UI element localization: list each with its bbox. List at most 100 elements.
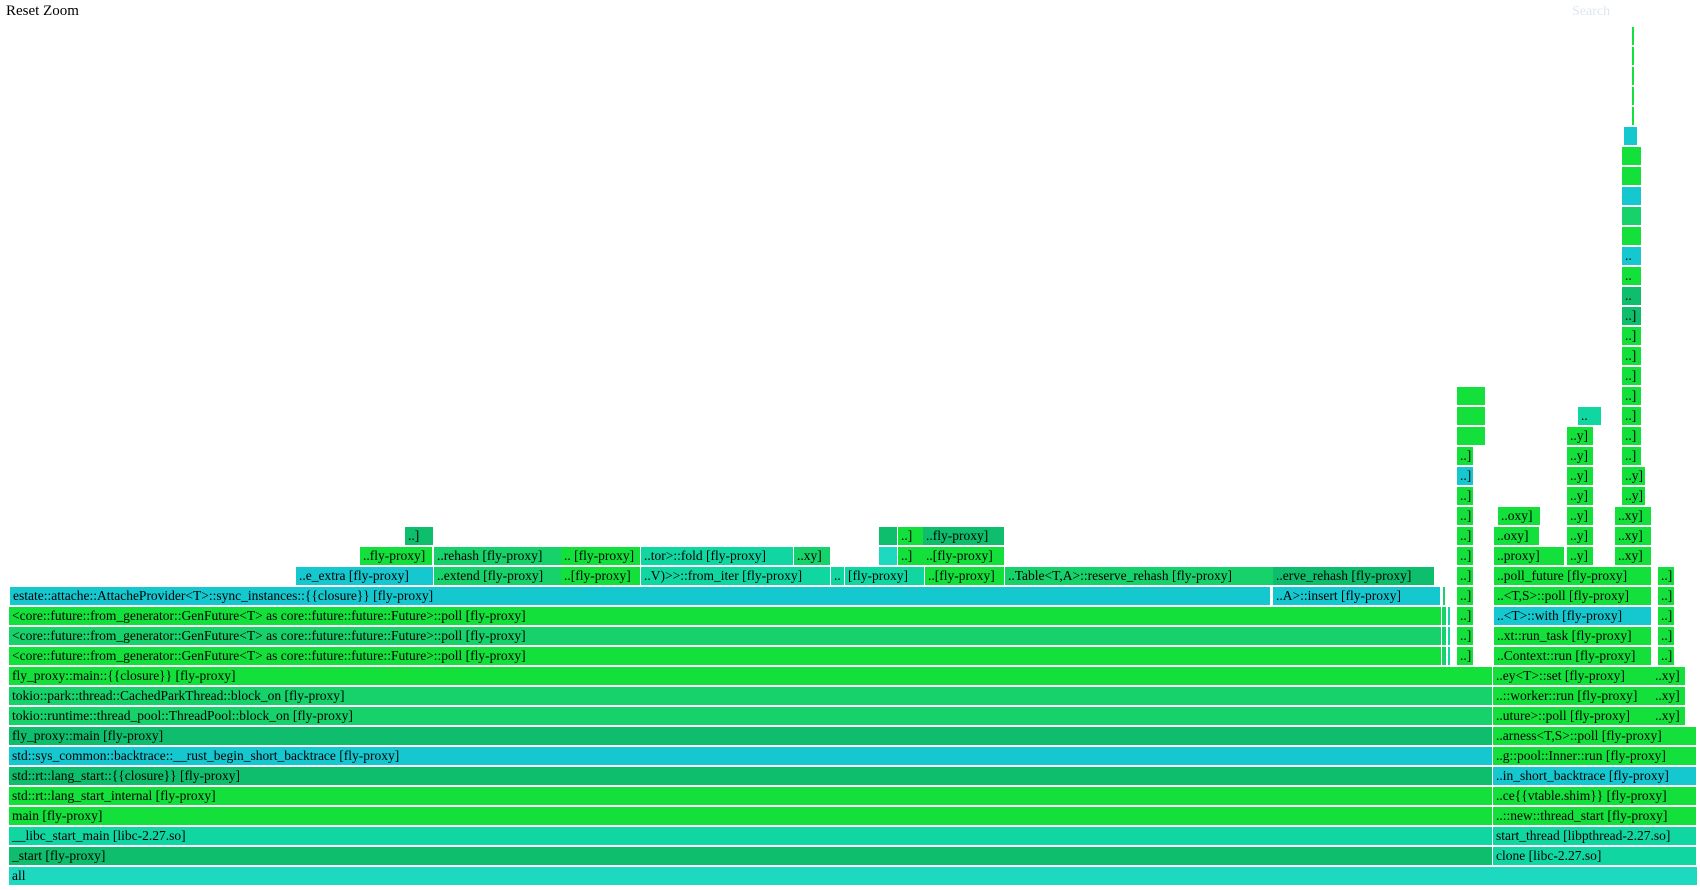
flame-frame[interactable]: ..<T,S>::poll [fly-proxy]	[1494, 587, 1652, 605]
flame-frame[interactable]: ..y]	[1622, 487, 1646, 505]
flame-frame[interactable]	[1448, 627, 1451, 645]
flame-frame[interactable]: ..oxy]	[1494, 527, 1540, 545]
flame-frame[interactable]	[1622, 187, 1642, 205]
flame-frame[interactable]	[879, 527, 898, 545]
flame-frame[interactable]: ..	[1622, 247, 1642, 265]
flame-frame[interactable]: ..	[831, 567, 845, 585]
flame-frame[interactable]: ..A>::insert [fly-proxy]	[1273, 587, 1441, 605]
flame-frame[interactable]: ..]	[1658, 607, 1675, 625]
reset-zoom-button[interactable]: Reset Zoom	[6, 3, 79, 19]
flame-frame[interactable]: ..]	[1622, 327, 1642, 345]
flame-frame[interactable]	[1632, 67, 1635, 85]
flame-frame[interactable]: ..fly-proxy]	[923, 527, 1005, 545]
flame-frame[interactable]: ..]	[1457, 467, 1474, 485]
flame-frame[interactable]	[1622, 207, 1642, 225]
flame-frame[interactable]: ..g::pool::Inner::run [fly-proxy]	[1493, 747, 1697, 765]
flame-frame[interactable]	[1457, 427, 1486, 445]
flame-frame[interactable]: ..proxy]	[1494, 547, 1565, 565]
flame-frame[interactable]: fly_proxy::main [fly-proxy]	[9, 727, 1493, 745]
flame-frame[interactable]: ..]	[1457, 487, 1474, 505]
flame-frame[interactable]: ..]	[1622, 407, 1642, 425]
flame-frame[interactable]: ..<T>::with [fly-proxy]	[1494, 607, 1652, 625]
flame-frame[interactable]: ..]	[898, 547, 924, 565]
flame-frame[interactable]: all	[9, 867, 1698, 885]
flame-frame[interactable]: ..tor>::fold [fly-proxy]	[641, 547, 794, 565]
flame-frame[interactable]: ..rehash [fly-proxy]	[434, 547, 562, 565]
flame-frame[interactable]: ..arness<T,S>::poll [fly-proxy]	[1493, 727, 1697, 745]
flame-frame[interactable]: ..	[1622, 267, 1642, 285]
flame-frame[interactable]: [fly-proxy]	[845, 567, 925, 585]
flame-frame[interactable]	[1448, 647, 1451, 665]
flame-frame[interactable]: std::sys_common::backtrace::__rust_begin…	[9, 747, 1493, 765]
flame-frame[interactable]: ..oxy]	[1498, 507, 1541, 525]
flame-frame[interactable]: ..]	[898, 527, 924, 545]
flame-frame[interactable]: ..]	[1658, 627, 1675, 645]
flame-frame[interactable]: ..erve_rehash [fly-proxy]	[1273, 567, 1435, 585]
flame-frame[interactable]: ..]	[405, 527, 434, 545]
flame-frame[interactable]: ..::new::thread_start [fly-proxy]	[1493, 807, 1697, 825]
flame-frame[interactable]: ..xy]	[794, 547, 831, 565]
flame-frame[interactable]: ..y]	[1567, 467, 1594, 485]
flame-frame[interactable]: ..	[1578, 407, 1602, 425]
flame-frame[interactable]: fly_proxy::main::{{closure}} [fly-proxy]	[9, 667, 1493, 685]
flame-frame[interactable]: ..]	[1457, 507, 1474, 525]
flame-frame[interactable]: ..ey<T>::set [fly-proxy]	[1493, 667, 1653, 685]
flame-frame[interactable]	[1457, 387, 1486, 405]
flame-frame[interactable]: tokio::runtime::thread_pool::ThreadPool:…	[9, 707, 1493, 725]
flame-frame[interactable]: ..]	[1622, 387, 1642, 405]
flame-frame[interactable]	[879, 547, 898, 565]
flame-frame[interactable]	[1442, 647, 1447, 665]
flame-frame[interactable]: ..y]	[1567, 487, 1594, 505]
flame-frame[interactable]: ..::worker::run [fly-proxy]	[1493, 687, 1653, 705]
flame-frame[interactable]: ..V)>>::from_iter [fly-proxy]	[641, 567, 831, 585]
flame-frame[interactable]: ..xy]	[1615, 507, 1652, 525]
flame-frame[interactable]	[1622, 227, 1642, 245]
flame-frame[interactable]: ..]	[1622, 347, 1642, 365]
flame-frame[interactable]: main [fly-proxy]	[9, 807, 1493, 825]
flame-frame[interactable]: ..]	[1658, 647, 1675, 665]
flame-frame[interactable]: ..]	[1457, 567, 1474, 585]
flame-frame[interactable]: ..[fly-proxy]	[561, 567, 641, 585]
flame-frame[interactable]: ..]	[1658, 587, 1675, 605]
flame-frame[interactable]	[1448, 607, 1451, 625]
flame-frame[interactable]	[1622, 147, 1642, 165]
flame-frame[interactable]: ..e_extra [fly-proxy]	[296, 567, 434, 585]
flame-frame[interactable]: ..]	[1457, 647, 1474, 665]
flame-frame[interactable]: ..in_short_backtrace [fly-proxy]	[1493, 767, 1697, 785]
flame-frame[interactable]: ..xy]	[1652, 667, 1686, 685]
flame-frame[interactable]	[1622, 167, 1642, 185]
flame-frame[interactable]: ..y]	[1567, 547, 1594, 565]
flame-frame[interactable]: ..extend [fly-proxy]	[434, 567, 562, 585]
flame-frame[interactable]: clone [libc-2.27.so]	[1493, 847, 1697, 865]
flame-frame[interactable]: ..xt::run_task [fly-proxy]	[1494, 627, 1652, 645]
flame-frame[interactable]: ..xy]	[1615, 547, 1652, 565]
flame-frame[interactable]	[1624, 127, 1638, 145]
flame-frame[interactable]: ..]	[1622, 447, 1642, 465]
flame-frame[interactable]: ..	[1622, 287, 1642, 305]
flame-frame[interactable]: <core::future::from_generator::GenFuture…	[9, 607, 1442, 625]
flame-frame[interactable]: ..y]	[1622, 467, 1646, 485]
flame-frame[interactable]: ..y]	[1567, 527, 1594, 545]
flame-frame[interactable]	[1442, 607, 1447, 625]
flame-frame[interactable]: .. [fly-proxy]	[561, 547, 641, 565]
flame-frame[interactable]	[1632, 107, 1635, 125]
flame-frame[interactable]: ..]	[1457, 447, 1474, 465]
flame-frame[interactable]: ..fly-proxy]	[360, 547, 433, 565]
flame-frame[interactable]: start_thread [libpthread-2.27.so]	[1493, 827, 1697, 845]
flame-frame[interactable]: ..xy]	[1652, 707, 1686, 725]
flame-frame[interactable]: ..]	[1622, 307, 1642, 325]
flame-frame[interactable]: ..uture>::poll [fly-proxy]	[1493, 707, 1653, 725]
flame-frame[interactable]: ..y]	[1567, 447, 1594, 465]
flame-frame[interactable]: ..]	[1457, 547, 1474, 565]
flame-frame[interactable]: ..y]	[1567, 507, 1594, 525]
flame-frame[interactable]	[1457, 407, 1486, 425]
flame-frame[interactable]	[1632, 27, 1635, 45]
flame-frame[interactable]: std::rt::lang_start::{{closure}} [fly-pr…	[9, 767, 1493, 785]
flame-frame[interactable]: ..]	[1457, 627, 1474, 645]
flame-frame[interactable]: std::rt::lang_start_internal [fly-proxy]	[9, 787, 1493, 805]
flame-frame[interactable]	[1632, 87, 1635, 105]
flame-frame[interactable]: ..]	[1658, 567, 1675, 585]
search-button[interactable]: Search	[1572, 4, 1611, 19]
flame-frame[interactable]: ..Table<T,A>::reserve_rehash [fly-proxy]	[1005, 567, 1274, 585]
flame-frame[interactable]: tokio::park::thread::CachedParkThread::b…	[9, 687, 1493, 705]
